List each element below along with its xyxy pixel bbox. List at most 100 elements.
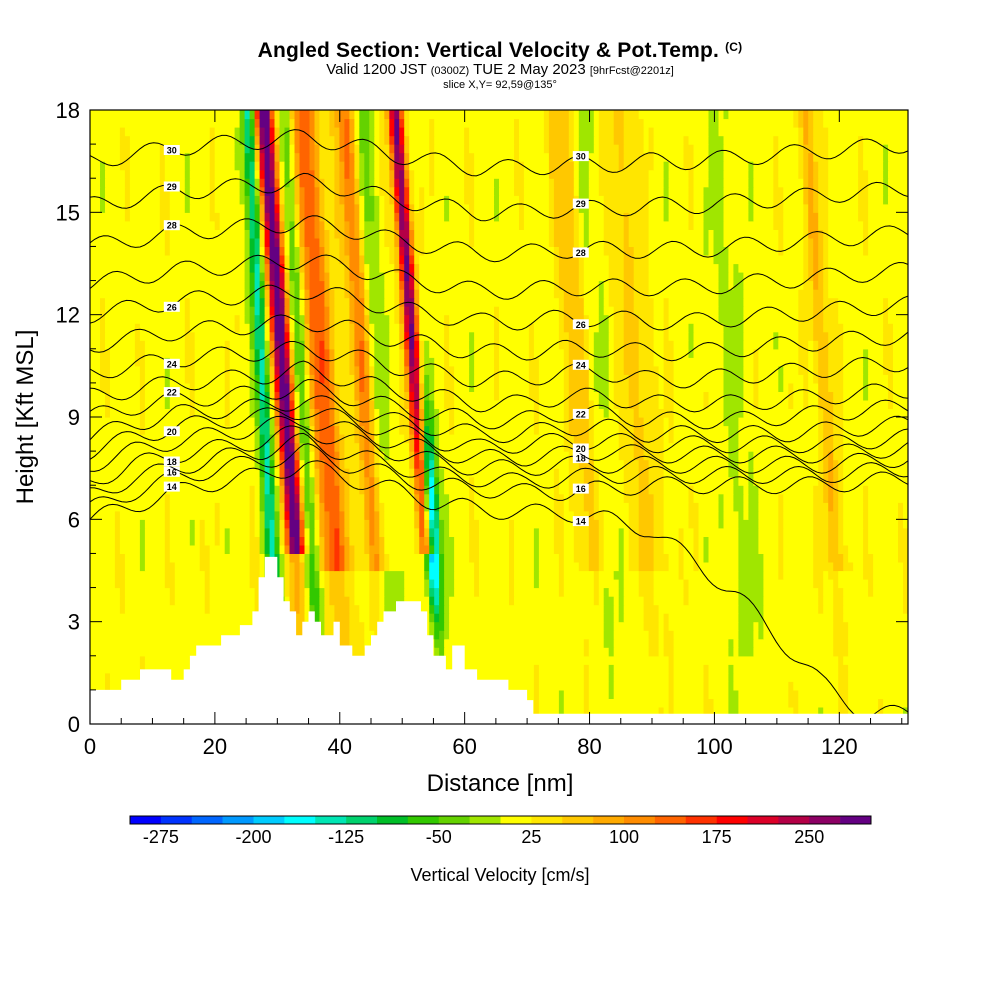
velocity-cell: [304, 195, 316, 205]
velocity-cell: [733, 638, 739, 648]
velocity-cell: [613, 399, 630, 409]
velocity-cell: [753, 212, 774, 222]
velocity-cell: [299, 237, 306, 247]
velocity-cell: [119, 144, 131, 154]
velocity-cell: [808, 246, 814, 256]
velocity-cell: [424, 195, 445, 205]
velocity-cell: [588, 391, 600, 401]
velocity-cell: [299, 502, 306, 512]
velocity-cell: [254, 348, 261, 358]
velocity-cell: [404, 331, 410, 341]
velocity-cell: [404, 280, 410, 290]
velocity-cell: [324, 570, 330, 580]
velocity-cell: [653, 562, 670, 572]
velocity-cell: [728, 451, 739, 461]
velocity-cell: [788, 399, 794, 409]
velocity-cell: [538, 365, 565, 375]
velocity-cell: [868, 527, 899, 537]
velocity-cell: [279, 365, 286, 375]
velocity-cell: [314, 195, 321, 205]
velocity-cell: [144, 527, 166, 537]
velocity-cell: [543, 118, 550, 128]
velocity-cell: [354, 579, 370, 589]
velocity-cell: [673, 357, 725, 367]
velocity-cell: [648, 638, 660, 648]
velocity-cell: [618, 425, 635, 435]
velocity-cell: [638, 459, 650, 469]
velocity-cell: [723, 203, 749, 213]
velocity-cell: [469, 527, 480, 537]
velocity-cell: [583, 314, 590, 324]
velocity-cell: [189, 306, 246, 316]
velocity-cell: [688, 340, 695, 350]
velocity-cell: [638, 570, 655, 580]
velocity-cell: [414, 476, 420, 486]
velocity-cell: [324, 314, 330, 324]
velocity-cell: [693, 186, 705, 196]
velocity-cell: [369, 391, 375, 401]
velocity-cell: [334, 365, 350, 375]
velocity-cell: [633, 246, 650, 256]
velocity-cell: [339, 425, 355, 435]
velocity-cell: [244, 169, 251, 179]
velocity-cell: [279, 570, 286, 580]
velocity-cell: [319, 527, 325, 537]
velocity-cell: [663, 169, 670, 179]
velocity-cell: [229, 357, 251, 367]
velocity-cell: [494, 340, 500, 350]
velocity-cell: [898, 527, 908, 537]
velocity-cell: [608, 348, 615, 358]
velocity-cell: [543, 135, 550, 145]
velocity-cell: [823, 587, 834, 597]
velocity-cell: [209, 570, 251, 580]
velocity-cell: [514, 562, 535, 572]
velocity-cell: [314, 476, 321, 486]
velocity-cell: [319, 485, 325, 495]
velocity-cell: [254, 178, 261, 188]
velocity-cell: [299, 331, 306, 341]
velocity-cell: [364, 297, 370, 307]
velocity-cell: [858, 144, 864, 154]
velocity-cell: [828, 510, 839, 520]
velocity-cell: [329, 365, 335, 375]
velocity-cell: [174, 570, 206, 580]
velocity-cell: [334, 306, 350, 316]
velocity-cell: [299, 246, 306, 256]
velocity-cell: [533, 689, 540, 699]
velocity-cell: [738, 451, 749, 461]
x-axis-label: Distance [nm]: [427, 770, 574, 797]
velocity-cell: [798, 289, 814, 299]
velocity-cell: [409, 357, 415, 367]
velocity-cell: [90, 425, 141, 435]
velocity-cell: [868, 536, 899, 546]
velocity-cell: [90, 365, 101, 375]
velocity-cell: [259, 229, 266, 239]
velocity-cell: [299, 195, 306, 205]
velocity-cell: [254, 161, 261, 171]
velocity-cell: [399, 246, 405, 256]
velocity-cell: [309, 127, 316, 137]
velocity-cell: [349, 476, 360, 486]
velocity-cell: [124, 596, 171, 606]
velocity-cell: [274, 178, 281, 188]
velocity-cell: [419, 263, 555, 273]
velocity-cell: [384, 604, 405, 614]
velocity-cell: [304, 391, 311, 401]
colorbar-swatch: [840, 816, 872, 824]
velocity-cell: [843, 502, 864, 512]
velocity-cell: [90, 229, 166, 239]
velocity-cell: [344, 485, 350, 495]
velocity-cell: [189, 195, 211, 205]
velocity-cell: [623, 613, 645, 623]
velocity-cell: [394, 144, 400, 154]
isentrope-label: 18: [167, 457, 177, 467]
velocity-cell: [114, 579, 126, 589]
velocity-cell: [264, 510, 276, 520]
velocity-cell: [329, 229, 335, 239]
velocity-cell: [843, 442, 908, 452]
velocity-cell: [284, 144, 291, 154]
velocity-cell: [399, 289, 405, 299]
velocity-cell: [100, 306, 106, 316]
velocity-cell: [578, 144, 595, 154]
velocity-cell: [863, 152, 884, 162]
